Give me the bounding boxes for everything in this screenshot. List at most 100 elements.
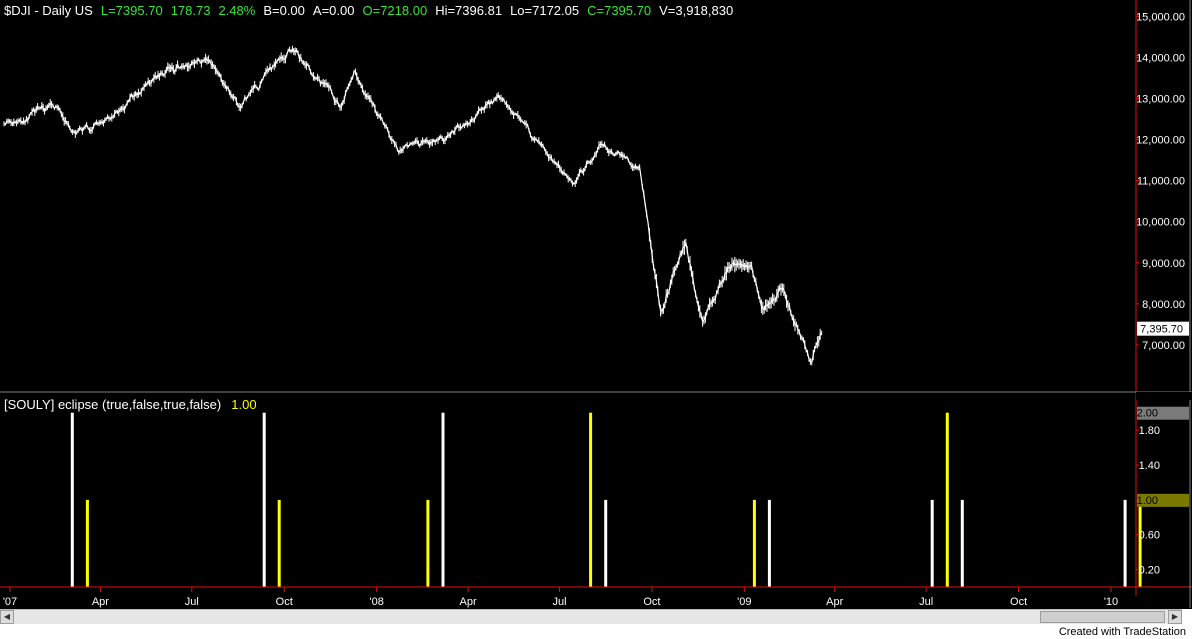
date-tick-label: Apr	[826, 596, 843, 608]
price-line-segment	[574, 180, 578, 184]
price-line-segment	[364, 94, 368, 97]
price-line-segment	[329, 87, 333, 92]
price-line-segment	[513, 113, 516, 116]
price-line-segment	[675, 264, 678, 268]
price-line-segment	[280, 56, 283, 59]
price-line-segment	[74, 132, 78, 135]
price-line-segment	[795, 324, 799, 330]
price-line-segment	[626, 156, 629, 161]
price-line-segment	[546, 153, 550, 158]
price-line-segment	[189, 62, 193, 67]
price-line-segment	[678, 254, 681, 262]
price-line-segment	[340, 102, 344, 107]
price-line-segment	[468, 122, 471, 125]
price-line-segment	[354, 71, 358, 77]
price-line-segment	[164, 69, 167, 75]
price-line-segment	[793, 320, 796, 326]
price-line-segment	[121, 107, 124, 110]
price-line-segment	[219, 74, 222, 79]
price-line-segment	[118, 109, 121, 113]
price-line-segment	[703, 317, 706, 321]
price-line-segment	[222, 82, 225, 85]
price-line-segment	[237, 104, 240, 108]
price-line-segment	[104, 118, 107, 121]
date-tick-label: '07	[3, 596, 17, 608]
price-line-segment	[46, 105, 50, 108]
price-line-segment	[58, 107, 61, 111]
price-line-segment	[633, 165, 636, 169]
price-line-segment	[193, 61, 197, 64]
price-line-segment	[336, 100, 340, 106]
date-tick-label: Oct	[1010, 596, 1027, 608]
price-line-segment	[784, 294, 788, 302]
price-line-segment	[629, 163, 632, 166]
eclipse-bar-white	[70, 412, 74, 587]
price-line-segment	[94, 121, 97, 125]
price-line-segment	[641, 186, 645, 195]
price-line-segment	[653, 266, 656, 275]
price-line-segment	[689, 263, 692, 272]
price-line-segment	[102, 119, 106, 124]
price-line-segment	[756, 289, 760, 296]
price-line-segment	[559, 168, 562, 171]
scroll-thumb[interactable]	[1040, 611, 1165, 623]
scroll-right-icon[interactable]: ▶	[1168, 610, 1182, 624]
price-line-segment	[591, 158, 594, 162]
price-line-segment	[399, 149, 402, 152]
price-line-segment	[802, 339, 806, 345]
price-line-segment	[808, 359, 811, 362]
price-line-segment	[619, 153, 622, 156]
indicator-value: 1.00	[231, 397, 257, 412]
price-line-segment	[83, 126, 86, 129]
price-line-segment	[174, 67, 177, 73]
price-line-segment	[612, 153, 615, 156]
price-line-segment	[339, 105, 342, 108]
price-line-segment	[532, 138, 535, 141]
price-line-segment	[606, 149, 610, 153]
price-line-segment	[72, 130, 75, 133]
price-line-segment	[605, 147, 608, 151]
price-line-segment	[646, 213, 649, 223]
price-line-segment	[777, 287, 781, 293]
eclipse-bar-yellow	[589, 412, 593, 587]
date-tick-label: Jul	[552, 596, 566, 608]
price-line-segment	[615, 152, 618, 155]
close-value: C=7395.70	[587, 3, 652, 18]
price-line-segment	[381, 118, 384, 124]
price-line-segment	[180, 66, 183, 68]
price-line-segment	[247, 93, 250, 98]
price-line-segment	[107, 116, 110, 120]
price-line-segment	[727, 266, 730, 269]
price-line-segment	[538, 140, 541, 145]
price-line-segment	[241, 102, 244, 107]
price-line-segment	[731, 262, 734, 265]
eclipse-bar-yellow	[426, 499, 430, 587]
price-line-segment	[212, 64, 215, 67]
price-line-segment	[758, 294, 761, 301]
price-line-segment	[363, 92, 366, 95]
price-line-segment	[800, 336, 803, 339]
price-line-segment	[700, 315, 704, 322]
date-tick-label: Apr	[460, 596, 477, 608]
price-line-segment	[4, 121, 8, 125]
price-line-segment	[312, 75, 316, 79]
price-line-segment	[55, 105, 58, 108]
price-line-segment	[426, 139, 429, 143]
price-line-segment	[350, 77, 354, 80]
price-line-segment	[207, 59, 211, 62]
price-line-segment	[716, 289, 719, 293]
scroll-left-icon[interactable]: ◀	[0, 610, 14, 624]
price-line-segment	[584, 164, 587, 169]
price-line-segment	[669, 279, 673, 284]
price-line-segment	[781, 287, 785, 291]
price-line-segment	[452, 130, 456, 133]
price-line-segment	[690, 271, 694, 278]
price-line-segment	[576, 176, 579, 181]
price-line-segment	[66, 122, 69, 125]
price-line-segment	[380, 116, 383, 120]
price-line-segment	[751, 265, 754, 275]
price-line-segment	[620, 154, 624, 157]
price-line-segment	[352, 71, 355, 78]
eclipse-bar-yellow	[85, 499, 89, 587]
horizontal-scrollbar[interactable]: ◀ ▶	[0, 609, 1182, 624]
